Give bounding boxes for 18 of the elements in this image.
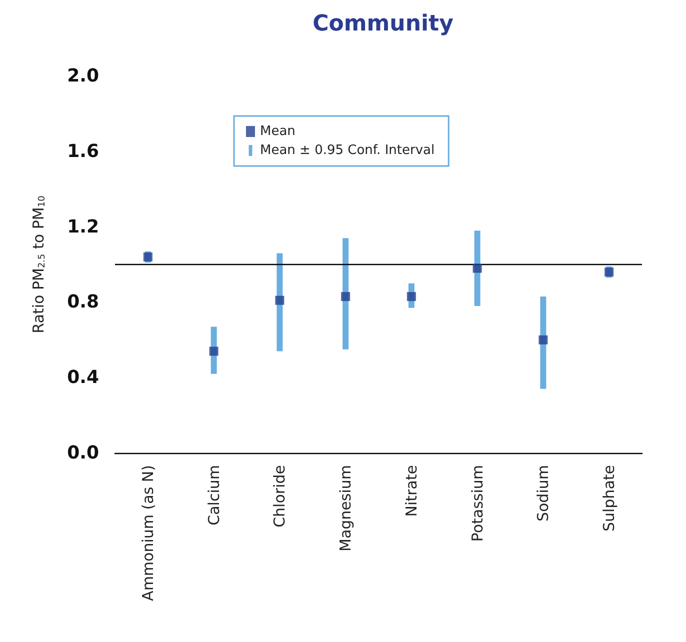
y-tick-label: 0.8 — [67, 292, 99, 313]
legend-label: Mean — [260, 124, 296, 139]
y-tick-label: 0.4 — [67, 367, 99, 388]
y-tick-label: 1.2 — [67, 216, 99, 238]
x-tick-label: Sulphate — [600, 465, 618, 532]
y-tick-label: 2.0 — [67, 66, 99, 86]
y-axis-title: Ratio PM2.5 to PM10 — [30, 195, 48, 334]
chart-title: Community — [312, 12, 454, 36]
y-tick-label: 0.0 — [67, 442, 99, 464]
x-tick-label: Potassium — [468, 465, 486, 542]
x-tick-label: Nitrate — [402, 465, 420, 517]
x-tick-label: Calcium — [204, 465, 223, 526]
x-tick-label: Ammonium (as N) — [138, 465, 157, 601]
x-tick-label: Magnesium — [336, 465, 355, 552]
y-tick-label: 1.6 — [67, 140, 99, 162]
x-tick-label: Chloride — [270, 465, 289, 528]
x-tick-label: Sodium — [534, 465, 552, 522]
legend-label: Mean ± 0.95 Conf. Interval — [260, 143, 435, 158]
